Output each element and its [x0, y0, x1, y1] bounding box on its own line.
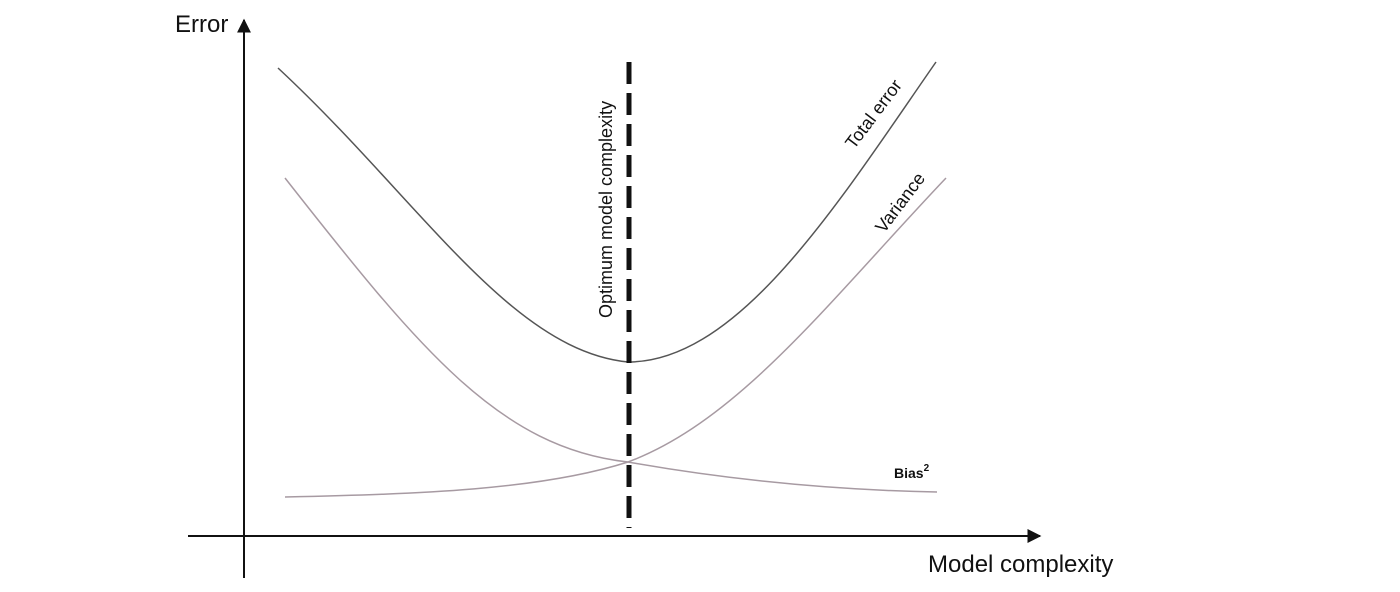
bias-label-base: Bias [894, 465, 924, 481]
optimum-label: Optimum model complexity [596, 101, 616, 318]
y-axis-title: Error [175, 11, 228, 38]
bias-squared-label: Bias2 [894, 463, 930, 481]
bias-label-superscript: 2 [924, 463, 930, 474]
total-error-label: Total error [841, 76, 906, 153]
variance-curve [284, 177, 947, 498]
x-axis-title: Model complexity [928, 551, 1113, 578]
bias-squared-curve [284, 177, 938, 493]
